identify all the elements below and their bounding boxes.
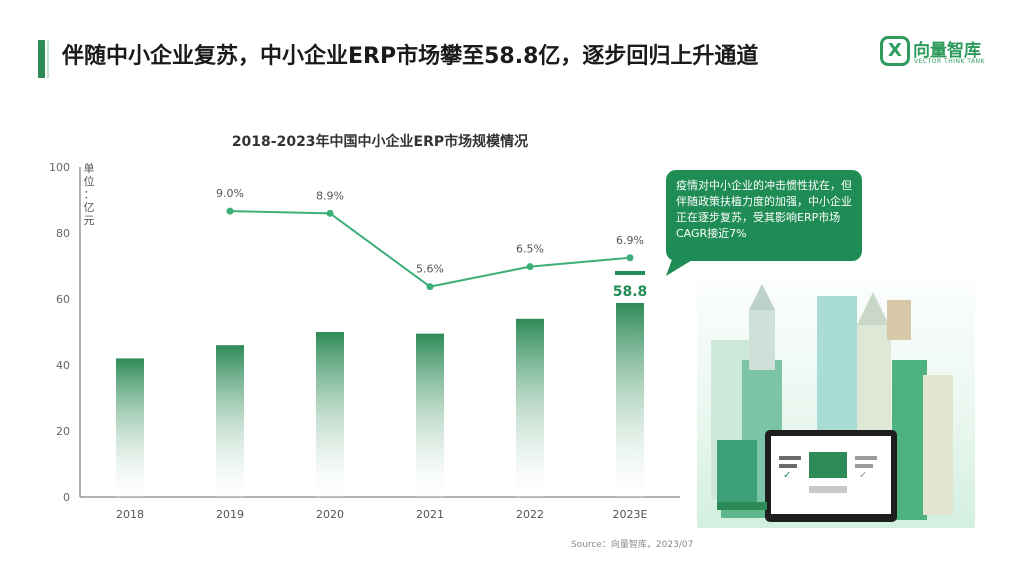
- svg-text:✓: ✓: [859, 470, 867, 481]
- source-note: Source：向量智库，2023/07: [571, 540, 694, 550]
- growth-label-2022: 6.5%: [516, 243, 544, 256]
- y-tick-label: 40: [56, 359, 70, 372]
- chart-title: 2018-2023年中国中小企业ERP市场规模情况: [231, 134, 529, 150]
- bar-2019: [216, 345, 244, 497]
- y-axis-label-char: 单: [84, 162, 95, 175]
- svg-text:✓: ✓: [783, 470, 791, 481]
- growth-point-2019: [226, 207, 234, 215]
- growth-line: [226, 207, 634, 291]
- chart-bars: [116, 270, 645, 497]
- logo-mark-icon: X: [880, 36, 910, 66]
- bar-2021: [416, 333, 444, 497]
- x-tick-label: 2019: [216, 508, 244, 521]
- page-title: 伴随中小企业复苏，中小企业ERP市场攀至58.8亿，逐步回归上升通道: [62, 44, 759, 69]
- y-tick-label: 80: [56, 227, 70, 240]
- callout-bubble: 疫情对中小企业的冲击惯性扰在，但伴随政策扶植力度的加强，中小企业正在逐步复苏，受…: [666, 170, 862, 261]
- bar-2018: [116, 358, 144, 497]
- growth-label-2020: 8.9%: [316, 189, 344, 202]
- y-axis-label-char: ：: [84, 188, 95, 201]
- growth-label-2023E: 6.9%: [616, 234, 644, 247]
- growth-point-2023E: [626, 254, 634, 262]
- growth-point-2020: [326, 209, 334, 217]
- highlight-value-label: 58.8: [613, 284, 648, 300]
- growth-label-2021: 5.6%: [416, 263, 444, 276]
- x-tick-label: 2020: [316, 508, 344, 521]
- callout-text: 疫情对中小企业的冲击惯性扰在，但伴随政策扶植力度的加强，中小企业正在逐步复苏，受…: [676, 179, 852, 240]
- logo-name-en: VECTOR THINK TANK: [914, 58, 986, 65]
- growth-label-2019: 9.0%: [216, 187, 244, 200]
- x-tick-label: 2023E: [613, 508, 648, 521]
- title-accent-bar-thin: [47, 40, 49, 78]
- city-laptop-illustration: ✓ ✓: [697, 280, 975, 528]
- bar-2020: [316, 332, 344, 497]
- x-tick-label: 2022: [516, 508, 544, 521]
- logo-name-cn: 向量智库: [913, 41, 981, 61]
- y-tick-label: 100: [49, 161, 70, 174]
- highlight-marker: [615, 270, 645, 275]
- x-tick-label: 2018: [116, 508, 144, 521]
- title-accent-bar: [38, 40, 45, 78]
- y-tick-label: 60: [56, 293, 70, 306]
- chart-axes: 0 20 40 60 80 100 单位：亿元: [49, 161, 680, 504]
- bar-2023E: [616, 302, 644, 497]
- y-tick-label: 0: [63, 491, 70, 504]
- y-axis-label-char: 位: [84, 174, 95, 188]
- bar-2022: [516, 318, 544, 497]
- y-axis-label-char: 亿: [84, 201, 95, 214]
- growth-point-2021: [426, 283, 434, 291]
- chart-labels: 2018 2019 2020 2021 2022 2023E 58.8 9.0% 8.9% 5.6…: [116, 187, 648, 521]
- growth-point-2022: [526, 263, 534, 271]
- y-axis-label-char: 元: [84, 214, 95, 227]
- x-tick-label: 2021: [416, 508, 444, 521]
- y-tick-label: 20: [56, 425, 70, 438]
